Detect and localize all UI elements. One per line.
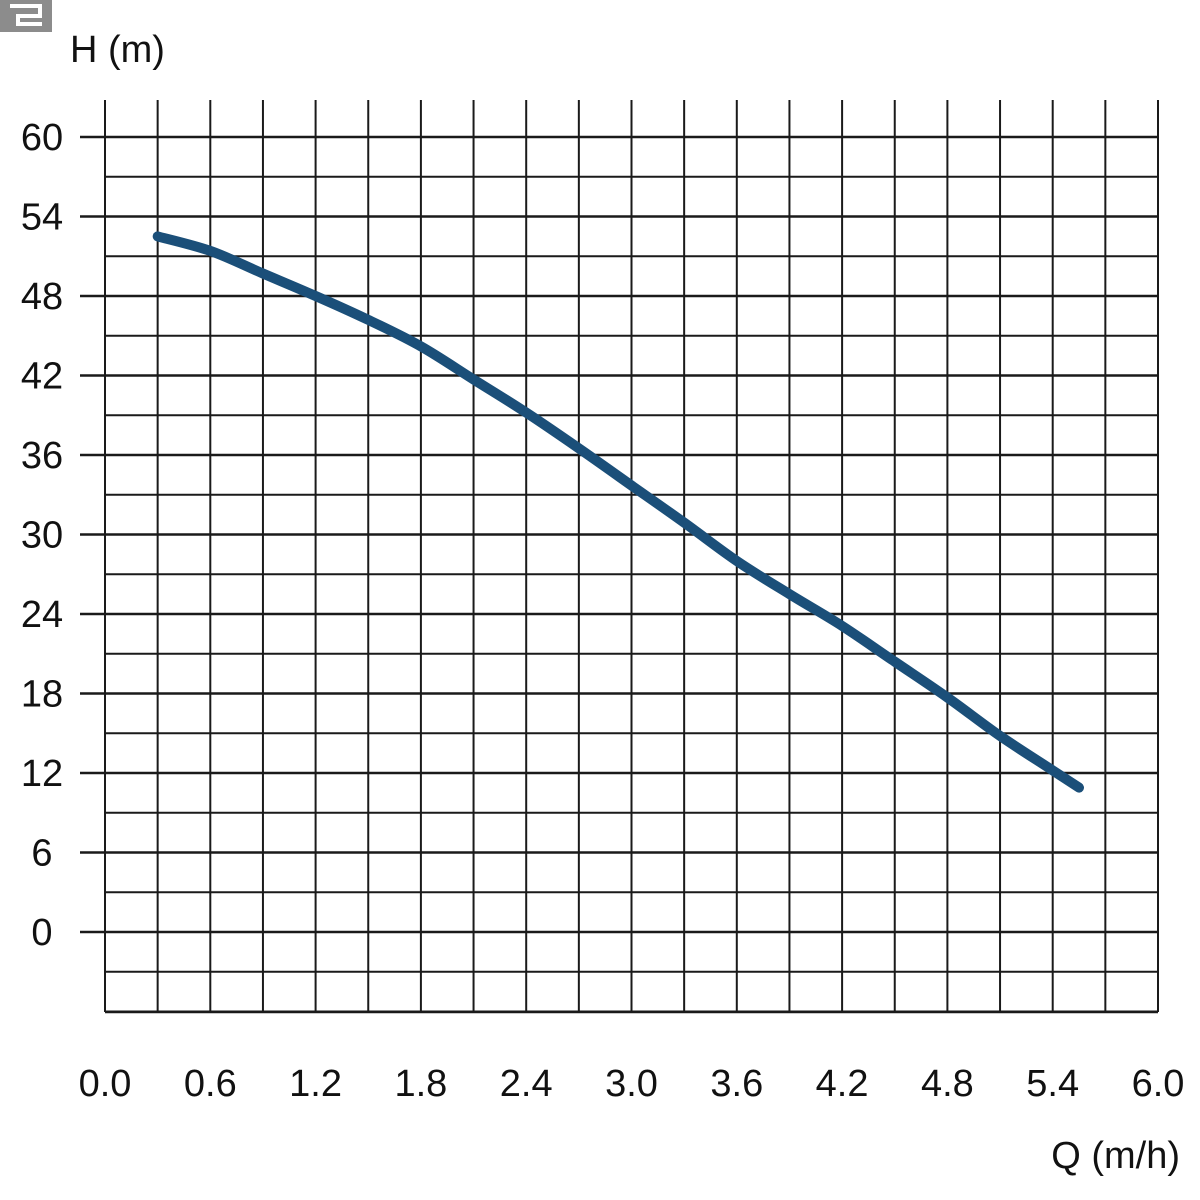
x-tick-label: 1.8 <box>394 1063 447 1105</box>
x-tick-label: 5.4 <box>1026 1063 1079 1105</box>
y-tick-label: 42 <box>21 356 63 398</box>
x-tick-label: 3.6 <box>710 1063 763 1105</box>
grid-horizontal-lines <box>80 135 1158 1014</box>
x-tick-label: 4.2 <box>816 1063 869 1105</box>
y-tick-label: 54 <box>21 197 63 239</box>
y-tick-label: 0 <box>31 912 52 954</box>
y-axis-title: H (m) <box>70 29 165 71</box>
x-tick-label: 0.6 <box>184 1063 237 1105</box>
y-tick-label: 36 <box>21 435 63 477</box>
x-tick-label: 4.8 <box>921 1063 974 1105</box>
y-tick-label: 24 <box>21 594 63 636</box>
grid-vertical-lines <box>104 100 1159 1012</box>
x-axis-title: Q (m/h) <box>1051 1135 1180 1177</box>
x-tick-label: 1.2 <box>289 1063 342 1105</box>
x-tick-label: 3.0 <box>605 1063 658 1105</box>
x-axis-tick-labels: 0.0 0.6 1.2 1.8 2.4 3.0 3.6 4.2 4.8 5.4 6.0 <box>79 1063 1185 1105</box>
x-tick-label: 2.4 <box>500 1063 553 1105</box>
y-tick-label: 6 <box>31 833 52 875</box>
y-tick-label: 48 <box>21 276 63 318</box>
x-tick-label: 0.0 <box>79 1063 132 1105</box>
y-tick-label: 12 <box>21 753 63 795</box>
corner-badge-icon <box>0 0 52 32</box>
x-tick-label: 6.0 <box>1132 1063 1185 1105</box>
y-tick-label: 18 <box>21 674 63 716</box>
y-tick-label: 60 <box>21 117 63 159</box>
y-tick-label: 30 <box>21 515 63 557</box>
series-line <box>152 231 1084 793</box>
